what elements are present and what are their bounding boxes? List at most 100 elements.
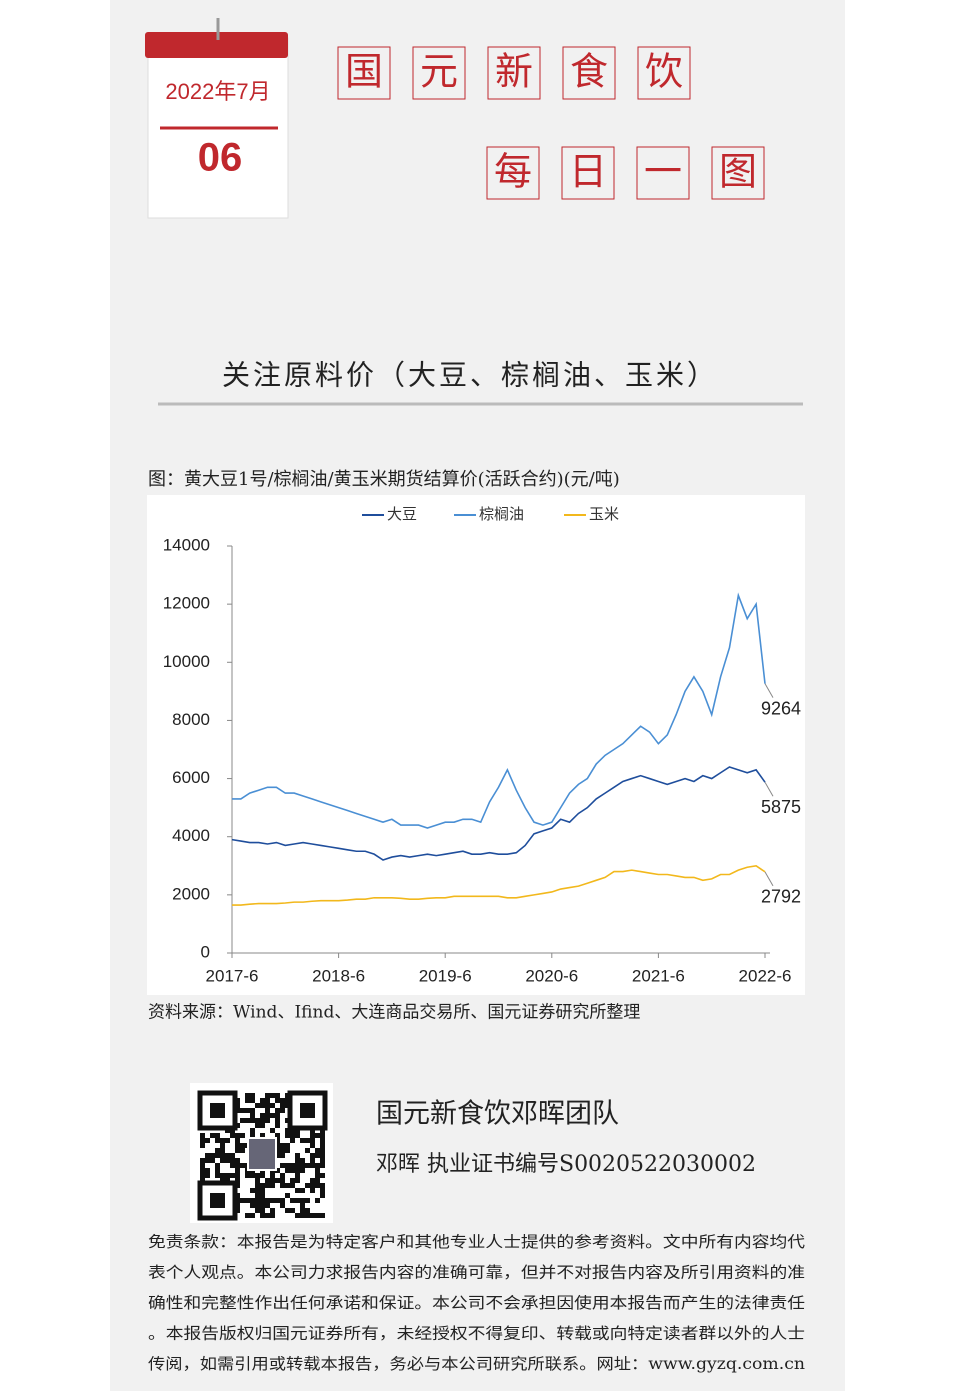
qr-module	[295, 1178, 300, 1183]
qr-module	[300, 1163, 305, 1168]
qr-module	[235, 1148, 240, 1153]
x-tick-label: 2018-6	[312, 966, 365, 985]
qr-module	[200, 1168, 205, 1173]
title-char: 图	[719, 150, 757, 194]
qr-module	[235, 1173, 240, 1178]
qr-module	[200, 1138, 205, 1143]
label-leader	[764, 683, 774, 698]
qr-module	[230, 1133, 235, 1138]
x-tick-label: 2020-6	[525, 966, 578, 985]
qr-module	[235, 1143, 240, 1148]
qr-module	[260, 1208, 265, 1213]
qr-module	[280, 1178, 285, 1183]
qr-module	[235, 1133, 240, 1138]
qr-module	[260, 1213, 265, 1218]
qr-module	[260, 1188, 265, 1193]
qr-module	[250, 1128, 255, 1133]
title-box	[561, 146, 615, 200]
qr-module	[240, 1118, 245, 1123]
qr-module	[275, 1113, 280, 1118]
qr-module	[275, 1148, 280, 1153]
qr-module	[215, 1133, 220, 1138]
qr-module	[255, 1203, 260, 1208]
qr-module	[275, 1118, 280, 1123]
qr-module	[310, 1138, 315, 1143]
qr-module	[275, 1153, 280, 1158]
legend-label: 棕榈油	[479, 505, 524, 523]
y-tick-label: 6000	[172, 768, 210, 787]
qr-module	[230, 1163, 235, 1168]
qr-module	[250, 1213, 255, 1218]
qr-module	[215, 1168, 220, 1173]
qr-module	[300, 1168, 305, 1173]
qr-module	[250, 1113, 255, 1118]
qr-finder-core	[210, 1103, 225, 1118]
section-title: 关注原料价（大豆、棕榈油、玉米）	[222, 359, 718, 392]
qr-module	[280, 1163, 285, 1168]
qr-module	[300, 1198, 305, 1203]
qr-module	[305, 1213, 310, 1218]
qr-module	[270, 1128, 275, 1133]
qr-module	[245, 1118, 250, 1123]
qr-module	[260, 1103, 265, 1108]
qr-module	[235, 1163, 240, 1168]
qr-module	[260, 1203, 265, 1208]
qr-module	[210, 1133, 215, 1138]
qr-module	[295, 1133, 300, 1138]
title-box	[711, 146, 765, 200]
calendar-day: 06	[198, 136, 243, 180]
qr-module	[320, 1213, 325, 1218]
qr-module	[250, 1098, 255, 1103]
qr-module	[215, 1148, 220, 1153]
qr-module	[210, 1158, 215, 1163]
qr-module	[200, 1173, 205, 1178]
qr-module	[300, 1208, 305, 1213]
qr-module	[240, 1148, 245, 1153]
qr-module	[265, 1108, 270, 1113]
chart-source: 资料来源：Wind、Ifind、大连商品交易所、国元证券研究所整理	[148, 1003, 640, 1023]
y-tick-label: 10000	[163, 652, 210, 671]
y-tick-label: 2000	[172, 884, 210, 903]
y-tick-label: 8000	[172, 710, 210, 729]
qr-module	[315, 1148, 320, 1153]
qr-module	[315, 1163, 320, 1168]
qr-module	[240, 1163, 245, 1168]
chart: 0 2000 4000 6000 8000 10000 12000 14000 2017-6 20…	[163, 505, 801, 985]
qr-module	[250, 1203, 255, 1208]
qr-module	[245, 1093, 250, 1098]
qr-module	[225, 1173, 230, 1178]
qr-module	[250, 1198, 255, 1203]
title-box	[636, 146, 690, 200]
qr-module	[225, 1153, 230, 1158]
qr-module	[295, 1213, 300, 1218]
qr-code	[190, 1083, 333, 1223]
qr-module	[305, 1208, 310, 1213]
qr-module	[260, 1173, 265, 1178]
qr-module	[255, 1183, 260, 1188]
qr-module	[270, 1198, 275, 1203]
qr-module	[200, 1158, 205, 1163]
qr-module	[315, 1178, 320, 1183]
qr-module	[270, 1208, 275, 1213]
qr-module	[220, 1158, 225, 1163]
legend-label: 玉米	[589, 505, 619, 523]
qr-module	[270, 1213, 275, 1218]
qr-module	[285, 1168, 290, 1173]
qr-module	[255, 1118, 260, 1123]
qr-module	[265, 1093, 270, 1098]
label-leader	[764, 781, 774, 797]
qr-module	[280, 1143, 285, 1148]
qr-module	[285, 1193, 290, 1198]
qr-module	[275, 1098, 280, 1103]
y-tick-label: 4000	[172, 826, 210, 845]
x-tick-label: 2019-6	[419, 966, 472, 985]
calendar-date: 2022年7月	[165, 79, 270, 104]
data-label: 5875	[761, 797, 801, 817]
disclaimer-line: 确性和完整性作出任何承诺和保证。本公司不会承担因使用本报告而产生的法律责任	[148, 1294, 805, 1312]
qr-module	[310, 1213, 315, 1218]
qr-module	[290, 1198, 295, 1203]
qr-module	[275, 1133, 280, 1138]
qr-module	[240, 1143, 245, 1148]
title-box	[562, 46, 616, 100]
qr-module	[245, 1173, 250, 1178]
